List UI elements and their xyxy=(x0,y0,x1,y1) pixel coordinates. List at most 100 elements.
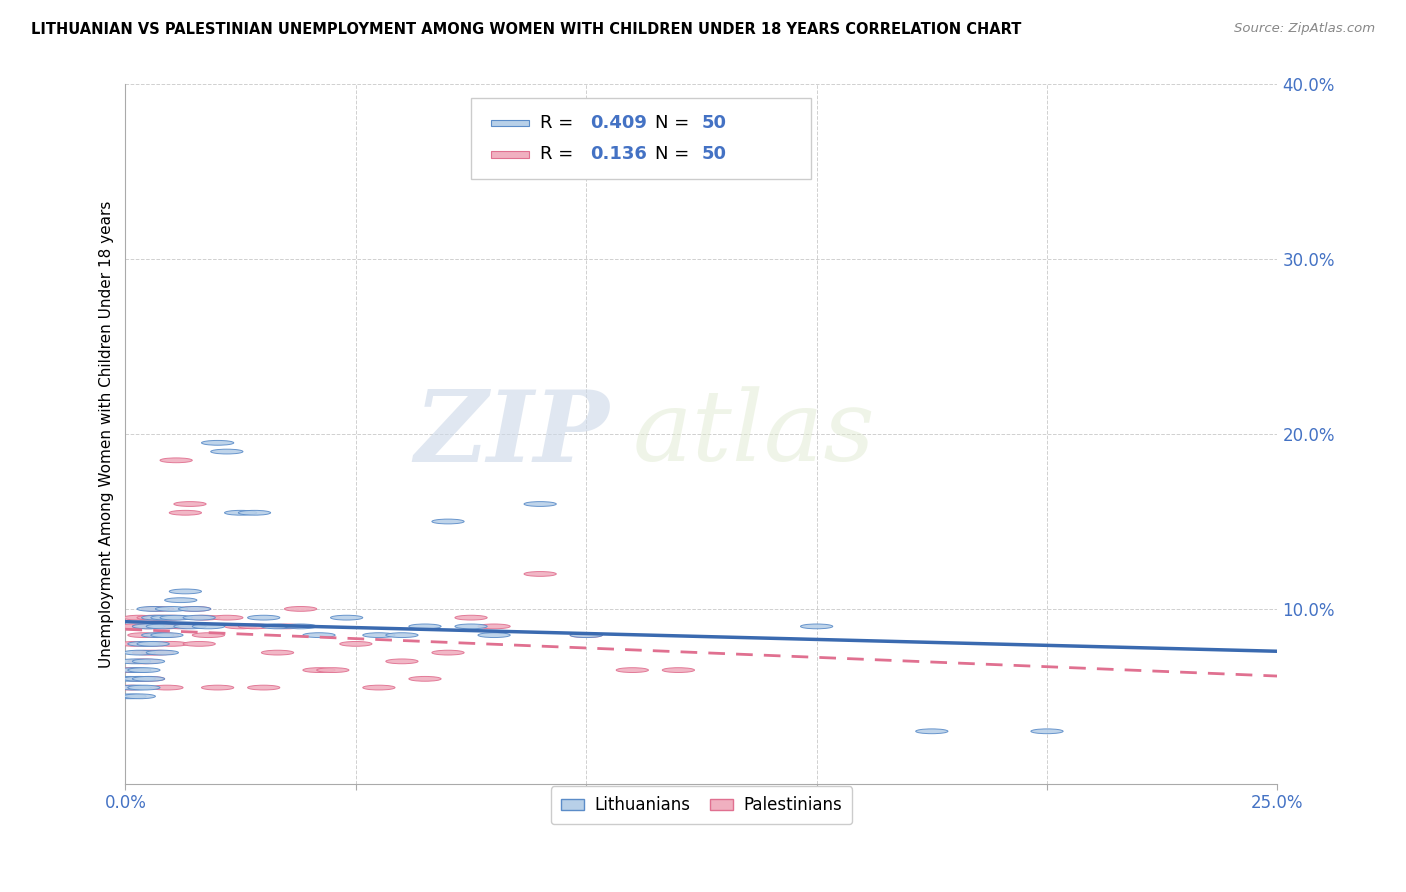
Ellipse shape xyxy=(142,607,174,611)
Ellipse shape xyxy=(193,624,225,629)
Ellipse shape xyxy=(179,607,211,611)
Text: 50: 50 xyxy=(702,114,727,132)
Ellipse shape xyxy=(201,685,233,690)
Ellipse shape xyxy=(118,641,150,647)
Ellipse shape xyxy=(114,685,146,690)
Ellipse shape xyxy=(183,641,215,647)
Text: ZIP: ZIP xyxy=(415,386,609,483)
Ellipse shape xyxy=(156,641,187,647)
Ellipse shape xyxy=(316,668,349,673)
Ellipse shape xyxy=(114,694,146,698)
Ellipse shape xyxy=(239,624,270,629)
Ellipse shape xyxy=(456,624,486,629)
Ellipse shape xyxy=(132,676,165,681)
Ellipse shape xyxy=(270,624,302,629)
Ellipse shape xyxy=(128,641,160,647)
Ellipse shape xyxy=(169,589,201,594)
Ellipse shape xyxy=(128,685,160,690)
Text: R =: R = xyxy=(540,114,579,132)
Text: 0.136: 0.136 xyxy=(589,145,647,163)
Ellipse shape xyxy=(225,624,257,629)
Ellipse shape xyxy=(569,632,602,638)
Ellipse shape xyxy=(524,572,557,576)
Text: 0.409: 0.409 xyxy=(589,114,647,132)
Ellipse shape xyxy=(201,441,233,445)
Ellipse shape xyxy=(183,615,215,620)
Ellipse shape xyxy=(174,501,207,507)
Ellipse shape xyxy=(409,676,441,681)
Ellipse shape xyxy=(146,615,179,620)
Ellipse shape xyxy=(132,624,165,629)
Ellipse shape xyxy=(363,685,395,690)
Ellipse shape xyxy=(142,650,174,655)
Ellipse shape xyxy=(800,624,832,629)
Ellipse shape xyxy=(128,659,160,664)
FancyBboxPatch shape xyxy=(491,152,529,158)
Ellipse shape xyxy=(142,632,174,638)
Ellipse shape xyxy=(330,615,363,620)
Ellipse shape xyxy=(132,650,165,655)
Ellipse shape xyxy=(142,615,174,620)
Text: Source: ZipAtlas.com: Source: ZipAtlas.com xyxy=(1234,22,1375,36)
Ellipse shape xyxy=(118,624,150,629)
Ellipse shape xyxy=(456,615,486,620)
Ellipse shape xyxy=(124,650,156,655)
Text: atlas: atlas xyxy=(633,386,875,482)
Ellipse shape xyxy=(124,694,156,698)
Ellipse shape xyxy=(662,668,695,673)
Ellipse shape xyxy=(616,668,648,673)
Ellipse shape xyxy=(128,668,160,673)
Ellipse shape xyxy=(114,668,146,673)
Ellipse shape xyxy=(132,676,165,681)
Ellipse shape xyxy=(569,632,602,638)
Ellipse shape xyxy=(150,624,183,629)
Ellipse shape xyxy=(211,615,243,620)
Ellipse shape xyxy=(187,615,219,620)
Ellipse shape xyxy=(156,607,187,611)
Ellipse shape xyxy=(478,632,510,638)
Ellipse shape xyxy=(136,641,169,647)
Ellipse shape xyxy=(432,519,464,524)
Ellipse shape xyxy=(124,676,156,681)
Y-axis label: Unemployment Among Women with Children Under 18 years: Unemployment Among Women with Children U… xyxy=(100,201,114,668)
Text: N =: N = xyxy=(655,114,696,132)
Legend: Lithuanians, Palestinians: Lithuanians, Palestinians xyxy=(551,787,852,824)
Ellipse shape xyxy=(150,615,183,620)
Ellipse shape xyxy=(118,659,150,664)
Ellipse shape xyxy=(160,458,193,463)
FancyBboxPatch shape xyxy=(491,120,529,126)
Ellipse shape xyxy=(409,624,441,629)
Ellipse shape xyxy=(146,632,179,638)
Ellipse shape xyxy=(239,510,270,516)
Ellipse shape xyxy=(478,624,510,629)
Ellipse shape xyxy=(225,510,257,516)
Ellipse shape xyxy=(432,650,464,655)
Ellipse shape xyxy=(340,641,373,647)
Ellipse shape xyxy=(136,615,169,620)
Ellipse shape xyxy=(915,729,948,734)
Ellipse shape xyxy=(136,641,169,647)
Ellipse shape xyxy=(124,676,156,681)
Ellipse shape xyxy=(132,624,165,629)
Ellipse shape xyxy=(1031,729,1063,734)
Ellipse shape xyxy=(114,676,146,681)
Ellipse shape xyxy=(302,668,335,673)
Ellipse shape xyxy=(124,615,156,620)
Ellipse shape xyxy=(136,607,169,611)
Ellipse shape xyxy=(128,632,160,638)
Ellipse shape xyxy=(160,615,193,620)
Ellipse shape xyxy=(174,624,207,629)
Ellipse shape xyxy=(150,685,183,690)
Text: R =: R = xyxy=(540,145,585,163)
Text: LITHUANIAN VS PALESTINIAN UNEMPLOYMENT AMONG WOMEN WITH CHILDREN UNDER 18 YEARS : LITHUANIAN VS PALESTINIAN UNEMPLOYMENT A… xyxy=(31,22,1021,37)
Ellipse shape xyxy=(156,615,187,620)
Ellipse shape xyxy=(284,607,316,611)
Ellipse shape xyxy=(146,650,179,655)
Ellipse shape xyxy=(179,607,211,611)
Ellipse shape xyxy=(247,685,280,690)
Ellipse shape xyxy=(165,624,197,629)
Ellipse shape xyxy=(262,624,294,629)
Ellipse shape xyxy=(284,624,316,629)
Ellipse shape xyxy=(193,632,225,638)
FancyBboxPatch shape xyxy=(471,98,811,178)
